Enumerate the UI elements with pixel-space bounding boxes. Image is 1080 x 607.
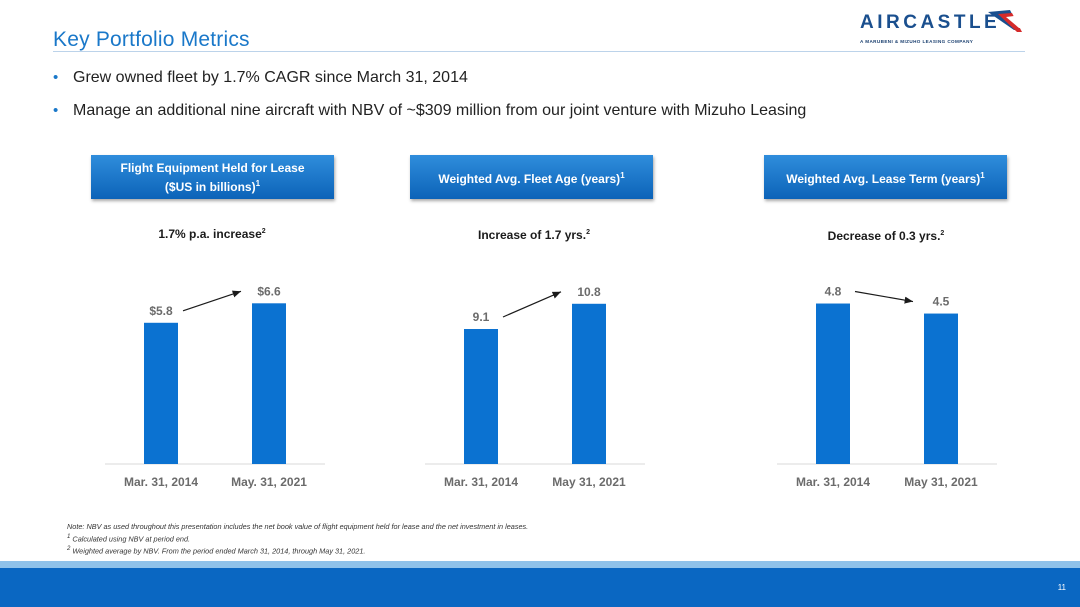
trend-arrow: [855, 292, 913, 302]
footnote-1: 1 Calculated using NBV at period end.: [67, 532, 528, 544]
bullet-dot-icon: •: [53, 101, 58, 121]
data-label: 9.1: [473, 310, 490, 324]
footnote-2: 2 Weighted average by NBV. From the peri…: [67, 544, 528, 556]
footnote-text: Calculated using NBV at period end.: [72, 534, 190, 543]
logo-wordmark: AIRCASTLE: [860, 12, 1000, 34]
trend-arrow: [503, 292, 561, 317]
panel-header-line1: Flight Equipment Held for Lease: [120, 161, 304, 175]
note-text: Note: NBV as used throughout this presen…: [67, 522, 528, 532]
footnote-ref: 2: [940, 230, 944, 237]
footnote-ref: 1: [256, 179, 260, 188]
bullet-text: Manage an additional nine aircraft with …: [73, 102, 806, 119]
footnote-ref: 2: [586, 229, 590, 236]
data-label: $5.8: [149, 304, 173, 318]
panel-header-fleet-age: Weighted Avg. Fleet Age (years)1: [410, 155, 653, 199]
footnotes: Note: NBV as used throughout this presen…: [67, 522, 528, 557]
footnote-ref: 1: [620, 171, 624, 180]
bar-chart-flight-equipment: $5.8 Mar. 31, 2014 $6.6 May. 31, 2021: [105, 240, 335, 496]
bar: [252, 303, 286, 464]
bar: [144, 323, 178, 464]
panel-header-line2: ($US in billions): [165, 180, 256, 194]
footnote-ref: 1: [980, 171, 984, 180]
bullet-dot-icon: •: [53, 68, 58, 88]
title-divider: [53, 51, 1025, 52]
x-tick-label: May 31, 2021: [904, 475, 978, 489]
bar: [924, 314, 958, 464]
logo-tagline: A MARUBENI & MIZUHO LEASING COMPANY: [860, 39, 973, 44]
trend-arrow: [183, 291, 241, 310]
footnote-ref: 1: [67, 533, 70, 540]
x-tick-label: Mar. 31, 2014: [124, 475, 198, 489]
bar-chart-lease-term: 4.8 Mar. 31, 2014 4.5 May 31, 2021: [777, 240, 1007, 496]
footnote-text: Weighted average by NBV. From the period…: [72, 547, 365, 556]
bullet-text: Grew owned fleet by 1.7% CAGR since Marc…: [73, 69, 468, 86]
x-tick-label: Mar. 31, 2014: [444, 475, 518, 489]
chart-annotation: 1.7% p.a. increase2: [112, 227, 312, 241]
panel-header-line1: Weighted Avg. Lease Term (years): [786, 172, 980, 186]
panel-header-flight-equipment: Flight Equipment Held for Lease ($US in …: [91, 155, 334, 199]
data-label: $6.6: [257, 284, 281, 298]
bullet-item: • Manage an additional nine aircraft wit…: [53, 101, 1013, 121]
x-tick-label: Mar. 31, 2014: [796, 475, 870, 489]
page-number: 11: [1058, 583, 1066, 592]
page-title: Key Portfolio Metrics: [53, 28, 250, 52]
logo-flag-icon: [986, 8, 1024, 34]
bar-chart-fleet-age: 9.1 Mar. 31, 2014 10.8 May 31, 2021: [425, 240, 655, 496]
bar: [464, 329, 498, 464]
bullet-item: • Grew owned fleet by 1.7% CAGR since Ma…: [53, 68, 1013, 88]
x-tick-label: May. 31, 2021: [231, 475, 307, 489]
data-label: 4.5: [933, 295, 950, 309]
bar: [572, 304, 606, 464]
panel-header-line1: Weighted Avg. Fleet Age (years): [438, 172, 620, 186]
panel-header-lease-term: Weighted Avg. Lease Term (years)1: [764, 155, 1007, 199]
bar: [816, 304, 850, 464]
aircastle-logo: AIRCASTLE A MARUBENI & MIZUHO LEASING CO…: [858, 8, 1028, 48]
data-label: 4.8: [825, 285, 842, 299]
data-label: 10.8: [577, 285, 601, 299]
footnote-ref: 2: [262, 228, 266, 235]
annotation-text: 1.7% p.a. increase: [158, 227, 261, 241]
footnote-ref: 2: [67, 545, 70, 552]
x-tick-label: May 31, 2021: [552, 475, 626, 489]
summary-bullets: • Grew owned fleet by 1.7% CAGR since Ma…: [53, 68, 1013, 134]
footer-bar: 11: [0, 568, 1080, 607]
